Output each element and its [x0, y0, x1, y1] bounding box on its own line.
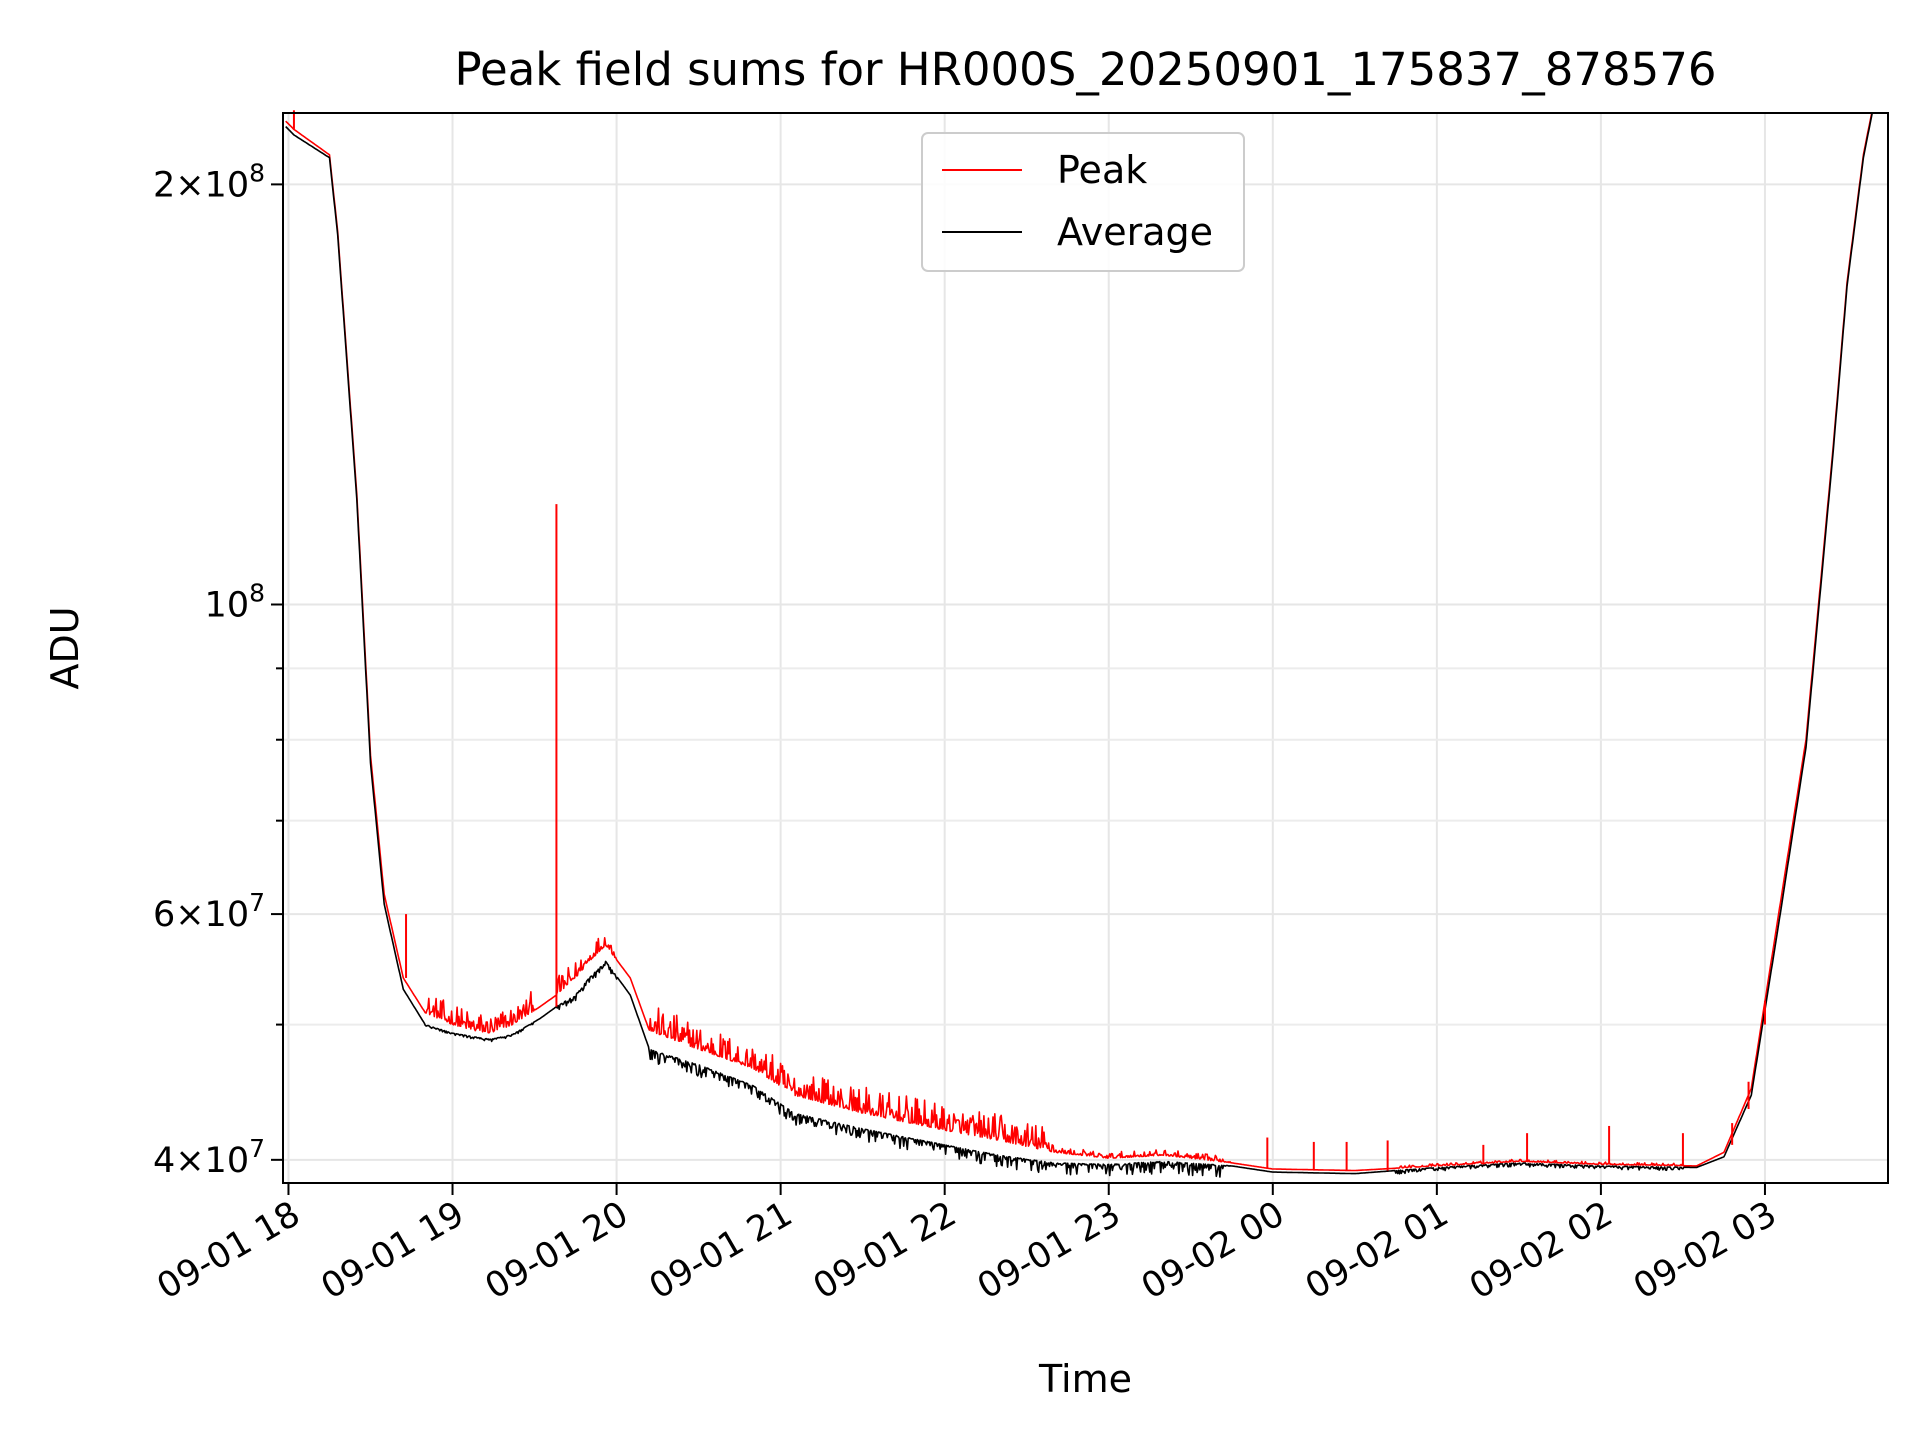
- series-line-average: [285, 113, 1874, 1178]
- legend-box: [921, 132, 1245, 272]
- legend-label-peak: Peak: [1057, 148, 1147, 192]
- y-axis: 4×107 6×107 108 2×108: [153, 158, 283, 1181]
- legend-label-average: Average: [1057, 210, 1213, 254]
- x-axis-title: Time: [1038, 1357, 1132, 1401]
- y-tick-label: 2×108: [153, 158, 265, 205]
- y-axis-title: ADU: [43, 606, 87, 689]
- y-tick-label: 6×107: [153, 888, 265, 935]
- chart-title: Peak field sums for HR000S_20250901_1758…: [455, 43, 1717, 96]
- y-tick-label: 108: [205, 578, 265, 625]
- legend: Peak Average: [921, 132, 1245, 272]
- axes-frame: [282, 112, 1889, 1184]
- plot-area: [285, 110, 1874, 1178]
- y-tick-label: 4×107: [153, 1134, 265, 1181]
